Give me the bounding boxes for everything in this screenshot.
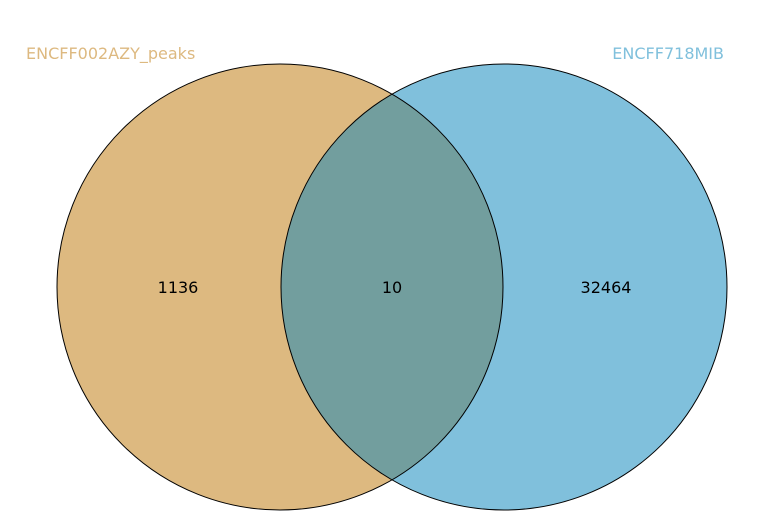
set-b-label: ENCFF718MIB — [612, 44, 724, 63]
count-overlap: 10 — [382, 278, 402, 297]
set-b-outline — [280, 63, 728, 511]
overlap-region — [281, 64, 503, 510]
set-a-label: ENCFF002AZY_peaks — [26, 44, 195, 64]
count-only-b: 32464 — [581, 278, 632, 297]
count-only-a: 1136 — [158, 278, 199, 297]
set-a-outline — [56, 63, 504, 511]
